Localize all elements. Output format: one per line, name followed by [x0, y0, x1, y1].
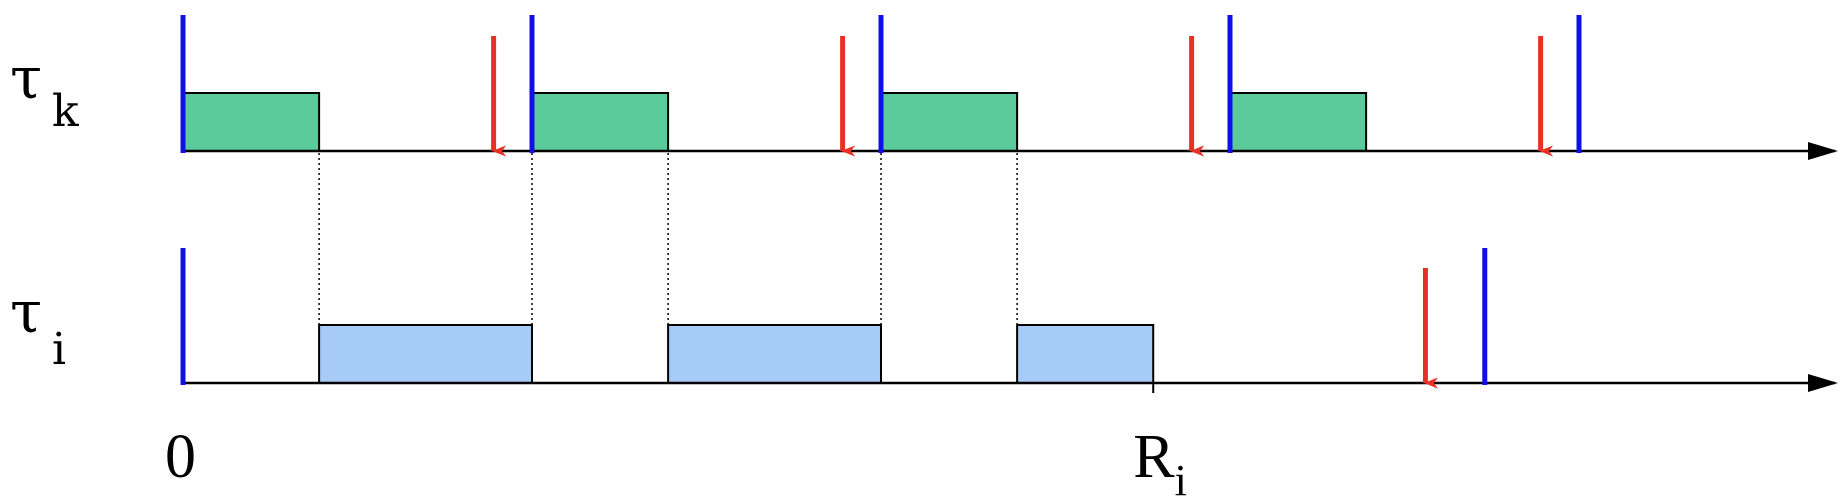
x-label: 0 [165, 423, 196, 491]
execution-block [1229, 92, 1368, 152]
execution-block [1016, 324, 1155, 384]
guide-lines [318, 153, 1018, 325]
row-label-tau-i: τ i [10, 278, 66, 375]
x-label-main: R [1133, 423, 1175, 491]
x-axis-labels: 0 Ri [165, 383, 1187, 502]
row-label-tau-k: τ k [10, 44, 79, 137]
x-label: Ri [1133, 423, 1187, 502]
row-tau-i: τ i [10, 248, 1838, 392]
x-label-main: 0 [165, 423, 196, 491]
execution-block [182, 92, 321, 152]
row-label-symbol: τ [10, 44, 42, 112]
execution-block [667, 324, 882, 384]
execution-block [531, 92, 670, 152]
row-tau-k: τ k [10, 15, 1838, 160]
row-label-subscript: k [52, 86, 79, 137]
row-marks [180, 15, 1838, 160]
row-label-subscript: i [52, 324, 66, 375]
x-label-subscript: i [1175, 456, 1187, 502]
row-label-symbol: τ [10, 278, 42, 346]
row-marks [180, 248, 1838, 392]
execution-block [880, 92, 1019, 152]
execution-block [318, 324, 533, 384]
